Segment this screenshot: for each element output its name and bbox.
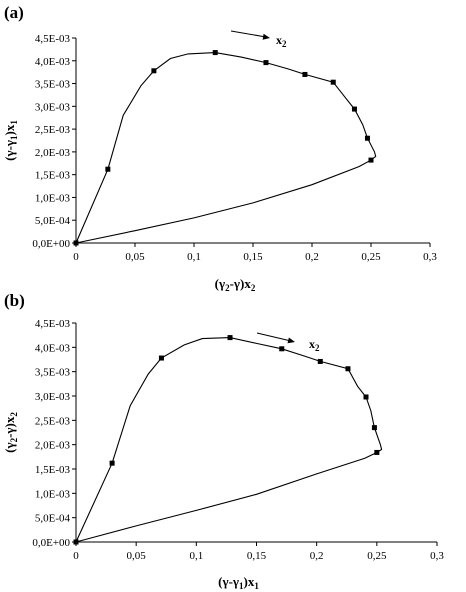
y-tick-label: 2,0E-03 (35, 147, 71, 159)
chart-panel-a: (a) 0 0,05 0,1 0,15 0,2 0,25 0,3 0,0E+00 5,0E-04 1… (2, 3, 437, 293)
x-tick-label: 0,05 (127, 550, 147, 562)
x-tick-label: 0 (73, 251, 79, 263)
direction-arrow (256, 332, 292, 342)
panel-label: (a) (4, 3, 24, 22)
x-tick-label: 0,05 (125, 251, 145, 263)
chart-panel-b: (b) 0 0,05 0,1 0,15 0,2 0,25 0,3 0,0E+00 5,0E-04 1… (2, 291, 444, 591)
data-point-marker (73, 240, 79, 246)
y-tick-label: 4,5E-03 (35, 318, 71, 330)
y-tick-label: 4,5E-03 (35, 33, 71, 45)
y-tick-label: 3,5E-03 (35, 367, 71, 379)
data-point-marker (227, 335, 233, 341)
panel-label: (b) (4, 291, 25, 310)
y-tick-label: 1,5E-03 (35, 464, 71, 476)
data-point-marker (105, 166, 111, 172)
direction-label: x2 (309, 337, 320, 353)
x-axis-title: (γ-γ1)x1 (218, 574, 259, 591)
y-tick-label: 3,5E-03 (35, 79, 71, 91)
x-tick-label: 0,25 (367, 550, 387, 562)
data-point-marker (279, 346, 285, 352)
y-tick-label: 2,0E-03 (35, 440, 71, 452)
arrow-head-icon (262, 33, 270, 40)
data-point-marker (317, 358, 323, 364)
data-point-marker (263, 60, 269, 66)
x-tick-label: 0,1 (189, 550, 203, 562)
data-point-marker (345, 366, 351, 372)
y-axis-title: (γ2-γ)x2 (2, 412, 19, 453)
data-point-marker (368, 157, 374, 163)
data-point-marker (158, 355, 164, 361)
series-line (75, 337, 383, 543)
data-point-marker (364, 135, 370, 141)
data-point-marker (371, 425, 377, 431)
x-tick-label: 0,15 (243, 251, 263, 263)
y-tick-label: 4,0E-03 (35, 56, 71, 68)
y-tick-label: 5,0E-04 (35, 513, 71, 525)
data-point-marker (212, 50, 218, 56)
x-tick-label: 0 (73, 550, 79, 562)
x-axis-title: (γ2-γ)x2 (215, 276, 256, 293)
data-point-marker (109, 460, 115, 466)
y-tick-label: 4,0E-03 (35, 342, 71, 354)
y-tick-label: 0,0E+00 (32, 238, 70, 250)
y-tick-label: 3,0E-03 (35, 391, 71, 403)
data-point-marker (351, 106, 357, 112)
data-point-marker (363, 394, 369, 400)
data-point-marker (73, 539, 79, 545)
x-tick-label: 0,3 (423, 251, 437, 263)
y-tick-label: 2,5E-03 (35, 124, 71, 136)
x-tick-label: 0,25 (361, 251, 381, 263)
y-tick-label: 2,5E-03 (35, 415, 71, 427)
x-tick-label: 0,15 (247, 550, 267, 562)
y-tick-label: 0,0E+00 (32, 537, 70, 549)
y-axis-title: (γ-γ1)x1 (2, 120, 19, 161)
y-tick-label: 5,0E-04 (35, 215, 71, 227)
y-tick-label: 3,0E-03 (35, 101, 71, 113)
x-tick-label: 0,2 (310, 550, 324, 562)
series-line (75, 52, 377, 244)
data-point-marker (374, 449, 380, 455)
direction-label: x2 (276, 33, 287, 49)
data-point-marker (330, 79, 336, 85)
y-tick-label: 1,0E-03 (35, 192, 71, 204)
arrow-head-icon (287, 337, 295, 344)
x-tick-label: 0,1 (187, 251, 201, 263)
data-point-marker (151, 68, 157, 74)
data-point-marker (302, 71, 308, 77)
x-tick-label: 0,2 (305, 251, 319, 263)
x-tick-label: 0,3 (430, 550, 444, 562)
y-tick-label: 1,0E-03 (35, 488, 71, 500)
y-tick-label: 1,5E-03 (35, 170, 71, 182)
direction-arrow (230, 30, 267, 38)
